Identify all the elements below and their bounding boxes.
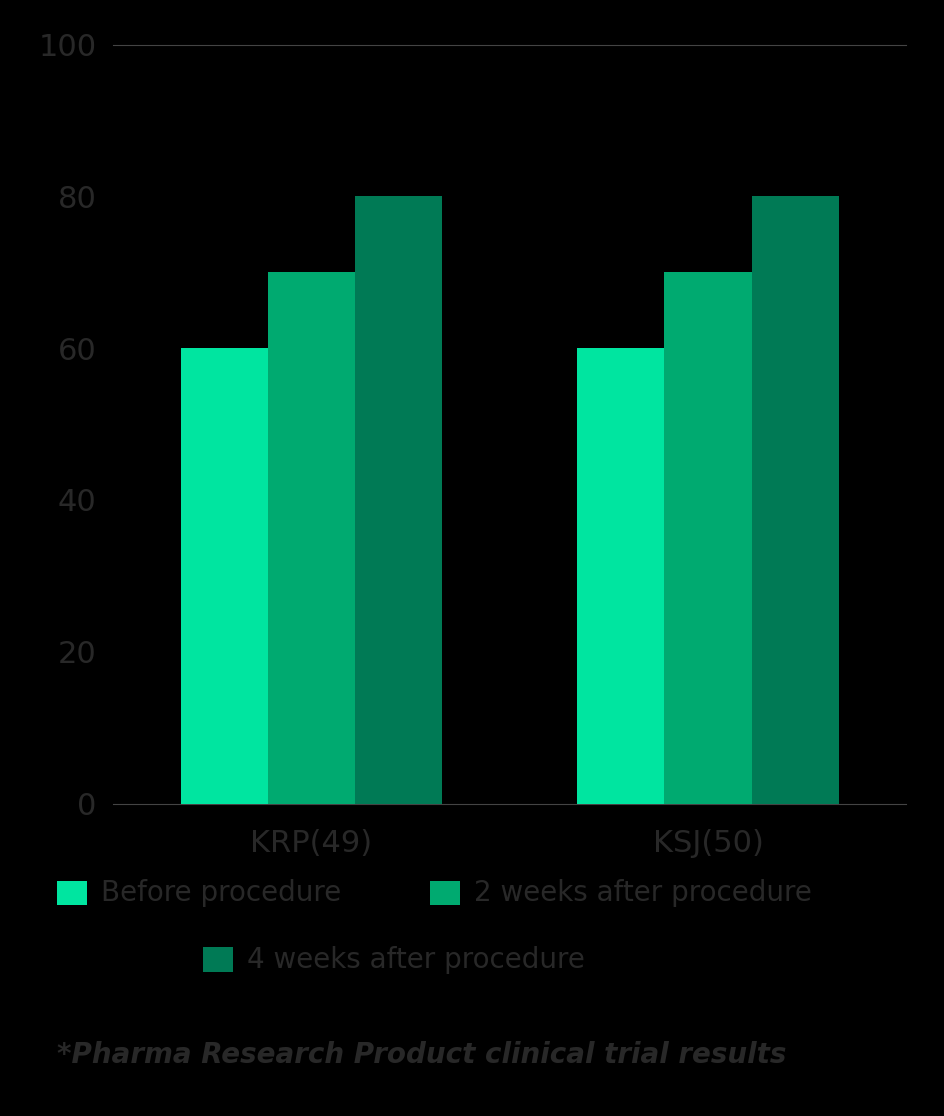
Text: 4 weeks after procedure: 4 weeks after procedure: [247, 945, 585, 974]
Text: Before procedure: Before procedure: [101, 878, 342, 907]
Bar: [180, 348, 268, 804]
Bar: [665, 272, 751, 804]
Bar: [751, 196, 839, 804]
Text: 2 weeks after procedure: 2 weeks after procedure: [474, 878, 812, 907]
Text: *Pharma Research Product clinical trial results: *Pharma Research Product clinical trial …: [57, 1040, 786, 1069]
Bar: [355, 196, 443, 804]
Bar: [577, 348, 665, 804]
Bar: [268, 272, 355, 804]
